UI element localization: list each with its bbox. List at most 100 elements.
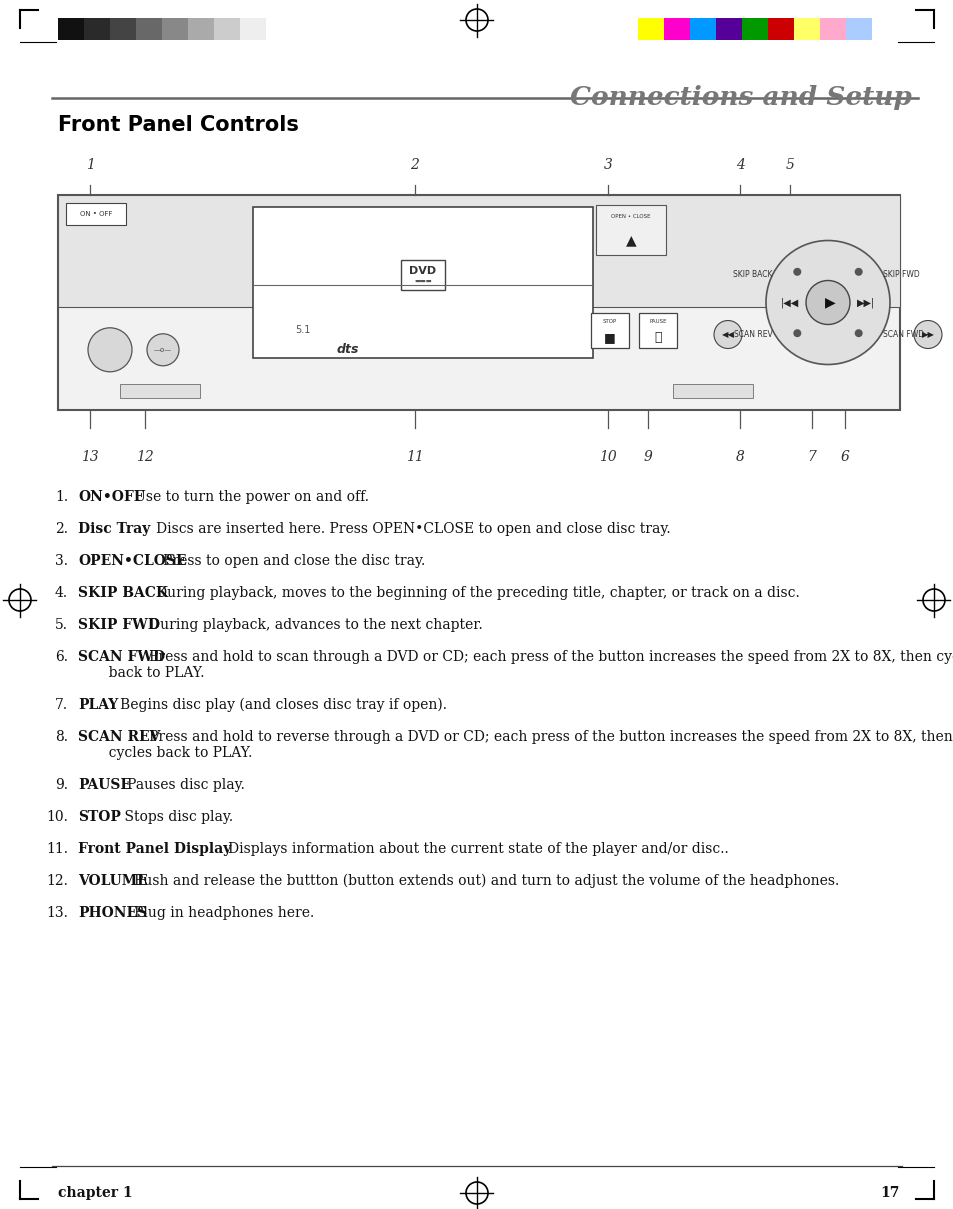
Text: During playback, moves to the beginning of the preceding title, chapter, or trac: During playback, moves to the beginning … (143, 586, 799, 600)
Circle shape (793, 329, 801, 337)
Text: 2.: 2. (55, 522, 68, 536)
Text: SCAN FWD: SCAN FWD (78, 650, 165, 664)
Text: SCAN REV: SCAN REV (78, 730, 160, 744)
Text: 9: 9 (643, 450, 652, 464)
Text: ◀◀: ◀◀ (720, 330, 734, 339)
Text: SKIP BACK: SKIP BACK (78, 586, 168, 600)
Text: OPEN•CLOSE: OPEN•CLOSE (78, 554, 186, 568)
Text: 8: 8 (735, 450, 743, 464)
Bar (741, 18, 767, 40)
Bar (793, 18, 820, 40)
Text: back to PLAY.: back to PLAY. (78, 666, 204, 679)
Circle shape (793, 268, 801, 276)
Bar (639, 313, 677, 348)
Text: 4.: 4. (55, 586, 68, 600)
Text: 8.: 8. (55, 730, 68, 744)
Bar (400, 260, 444, 290)
Text: STOP: STOP (78, 810, 121, 825)
Text: STOP: STOP (602, 319, 617, 324)
Text: During playback, advances to the next chapter.: During playback, advances to the next ch… (135, 618, 482, 632)
Text: SKIP BACK: SKIP BACK (733, 270, 772, 279)
Circle shape (913, 320, 941, 348)
Text: ▶▶: ▶▶ (921, 330, 934, 339)
Bar (663, 18, 689, 40)
Text: 10: 10 (598, 450, 617, 464)
Text: SKIP FWD: SKIP FWD (882, 270, 919, 279)
Text: ▶▶|: ▶▶| (856, 297, 874, 308)
Bar (590, 313, 628, 348)
Text: SCAN REV: SCAN REV (734, 330, 772, 339)
Bar (58, 195, 899, 410)
Bar (188, 18, 213, 40)
Circle shape (765, 241, 889, 364)
Text: PHONES: PHONES (78, 906, 147, 920)
Text: Pauses disc play.: Pauses disc play. (113, 779, 245, 792)
Bar (689, 18, 716, 40)
Text: 13.: 13. (46, 906, 68, 920)
Text: PAUSE: PAUSE (78, 779, 131, 792)
Text: PLAY: PLAY (78, 698, 118, 712)
Text: Front Panel Display: Front Panel Display (78, 841, 232, 856)
Bar (58, 18, 84, 40)
Text: 3: 3 (603, 158, 612, 172)
Circle shape (854, 329, 862, 337)
Bar (84, 18, 110, 40)
Text: 13: 13 (81, 450, 99, 464)
Text: VOLUME: VOLUME (78, 874, 148, 887)
Text: chapter 1: chapter 1 (58, 1186, 132, 1201)
Text: 6: 6 (840, 450, 848, 464)
Bar (213, 18, 240, 40)
Text: |◀◀: |◀◀ (781, 297, 799, 308)
Text: dts: dts (336, 343, 359, 357)
Text: ▬▬▬: ▬▬▬ (414, 279, 432, 284)
Text: SKIP FWD: SKIP FWD (78, 618, 160, 632)
Text: cycles back to PLAY.: cycles back to PLAY. (78, 746, 253, 760)
Bar (596, 206, 665, 255)
Text: Front Panel Controls: Front Panel Controls (58, 115, 298, 135)
Text: 3.: 3. (55, 554, 68, 568)
Text: —o—: —o— (153, 347, 172, 353)
Bar (253, 207, 593, 358)
Text: 5.1: 5.1 (295, 325, 311, 335)
Text: Stops disc play.: Stops disc play. (107, 810, 233, 825)
Text: 1.: 1. (55, 490, 68, 504)
Text: 1: 1 (86, 158, 94, 172)
Text: Use to turn the power on and off.: Use to turn the power on and off. (121, 490, 369, 504)
Text: 4: 4 (735, 158, 743, 172)
Text: 7: 7 (807, 450, 816, 464)
Text: Connections and Setup: Connections and Setup (570, 85, 911, 110)
Text: 5.: 5. (55, 618, 68, 632)
Text: 7.: 7. (55, 698, 68, 712)
Bar (672, 384, 752, 398)
Text: Displays information about the current state of the player and/or disc..: Displays information about the current s… (214, 841, 728, 856)
Text: ON•OFF: ON•OFF (78, 490, 144, 504)
Text: 2: 2 (410, 158, 419, 172)
Bar (120, 384, 200, 398)
Text: 10.: 10. (46, 810, 68, 825)
Text: ⏸: ⏸ (654, 331, 661, 343)
Text: Plug in headphones here.: Plug in headphones here. (121, 906, 314, 920)
Text: OPEN • CLOSE: OPEN • CLOSE (611, 214, 650, 220)
Text: Push and release the buttton (button extends out) and turn to adjust the volume : Push and release the buttton (button ext… (121, 874, 839, 889)
Text: Begins disc play (and closes disc tray if open).: Begins disc play (and closes disc tray i… (107, 698, 446, 712)
Text: Press and hold to scan through a DVD or CD; each press of the button increases t: Press and hold to scan through a DVD or … (135, 650, 953, 664)
Text: 5: 5 (784, 158, 794, 172)
Text: Press to open and close the disc tray.: Press to open and close the disc tray. (150, 554, 425, 568)
Text: 11: 11 (406, 450, 423, 464)
Circle shape (147, 334, 179, 366)
Text: ▲: ▲ (625, 233, 636, 247)
Circle shape (805, 280, 849, 324)
Bar (240, 18, 266, 40)
Bar (66, 203, 126, 225)
Circle shape (88, 328, 132, 372)
Circle shape (854, 268, 862, 276)
Text: ▶: ▶ (823, 295, 835, 310)
Bar (136, 18, 162, 40)
Bar (845, 18, 871, 40)
Text: PAUSE: PAUSE (649, 319, 666, 324)
Bar (110, 18, 136, 40)
Text: 12.: 12. (46, 874, 68, 887)
Bar (820, 18, 845, 40)
Text: Discs are inserted here. Press OPEN•CLOSE to open and close disc tray.: Discs are inserted here. Press OPEN•CLOS… (143, 522, 670, 536)
Bar (638, 18, 663, 40)
